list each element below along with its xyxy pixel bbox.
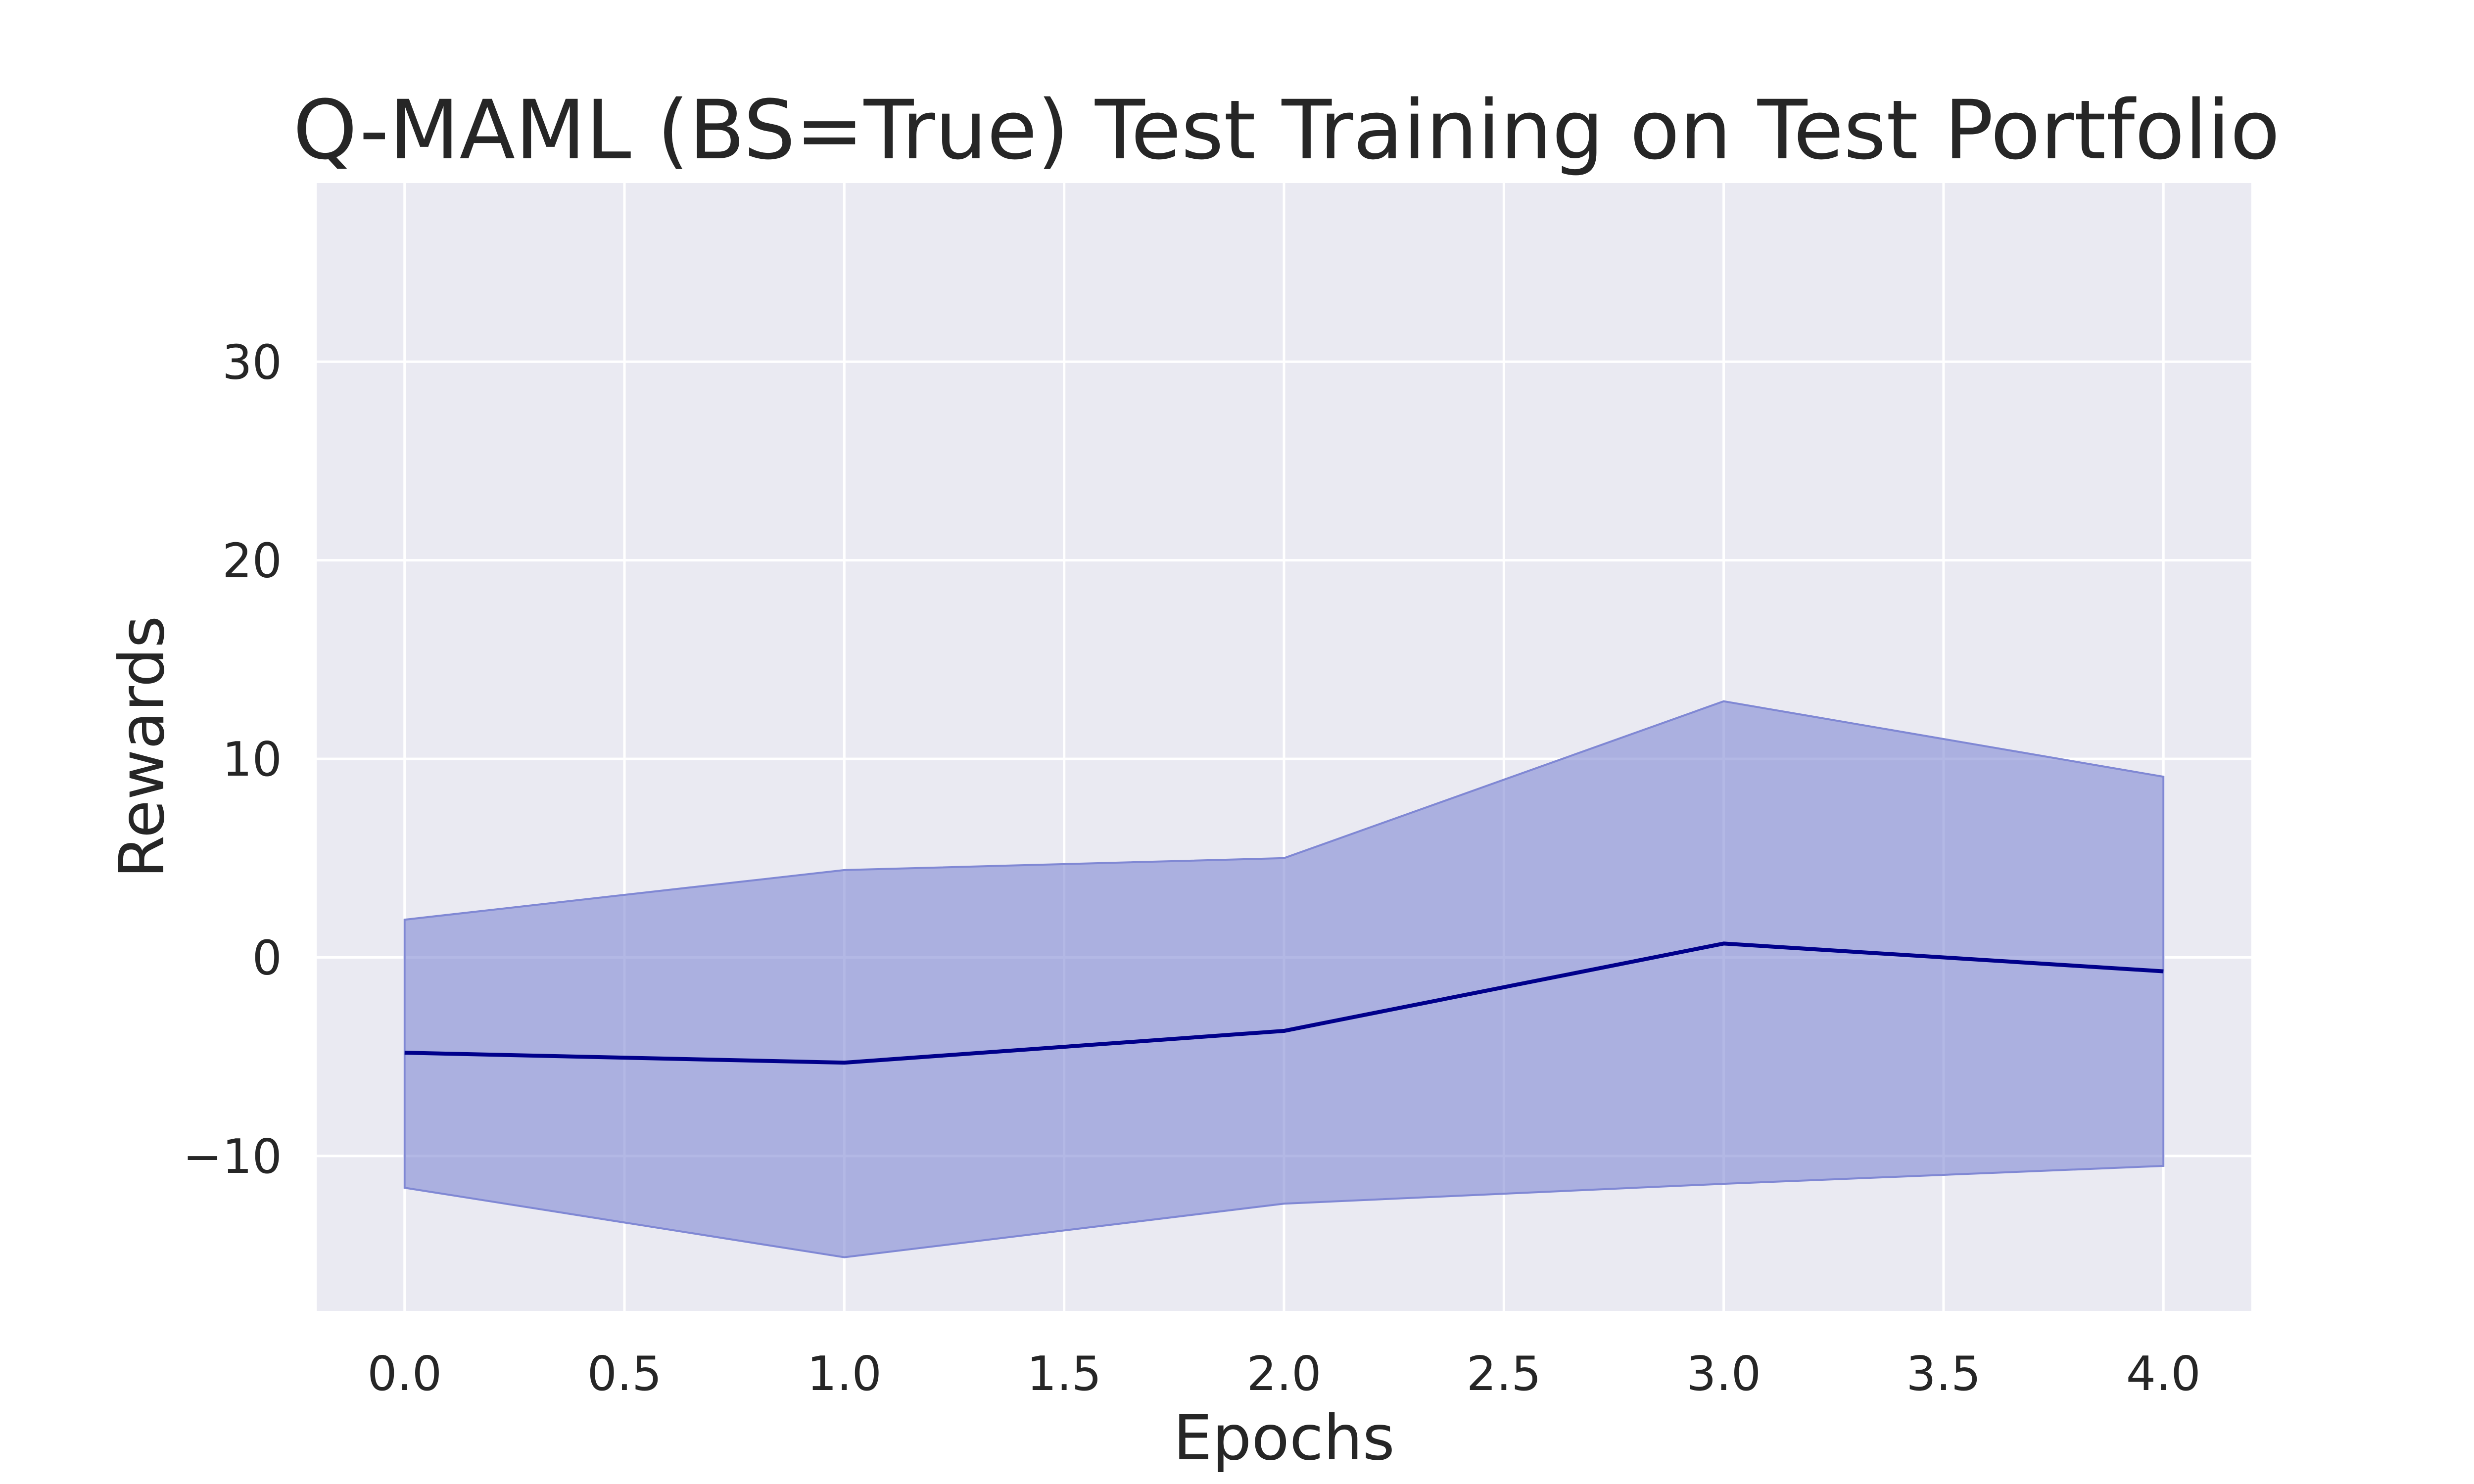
- y-tick-label: 20: [222, 534, 282, 589]
- mean-reward-line: [404, 941, 2164, 1065]
- y-tick-label: 30: [222, 335, 282, 390]
- confidence-band: [403, 700, 2165, 1258]
- x-tick-labels: 0.0 0.5 1.0 1.5 2.0 2.5 3.0 3.5 4.0: [367, 1347, 2201, 1401]
- y-tick-label: 0: [252, 931, 282, 985]
- y-tick-labels: −10 0 10 20 30: [183, 335, 282, 1184]
- y-axis-label: Rewards: [106, 616, 178, 879]
- x-tick-label: 3.5: [1906, 1347, 1981, 1401]
- x-tick-label: 3.0: [1686, 1347, 1761, 1401]
- x-tick-label: 1.5: [1027, 1347, 1101, 1401]
- x-axis-label: Epochs: [1173, 1402, 1395, 1474]
- x-tick-label: 2.5: [1467, 1347, 1541, 1401]
- x-tick-label: 0.0: [367, 1347, 442, 1401]
- chart-title: Q-MAML (BS=True) Test Training on Test P…: [293, 83, 2280, 178]
- series-layer: [403, 700, 2165, 1258]
- x-tick-label: 2.0: [1246, 1347, 1321, 1401]
- x-tick-label: 4.0: [2126, 1347, 2201, 1401]
- y-tick-label: 10: [222, 733, 282, 787]
- x-tick-label: 1.0: [807, 1347, 882, 1401]
- y-tick-label: −10: [183, 1130, 282, 1184]
- x-tick-label: 0.5: [587, 1347, 662, 1401]
